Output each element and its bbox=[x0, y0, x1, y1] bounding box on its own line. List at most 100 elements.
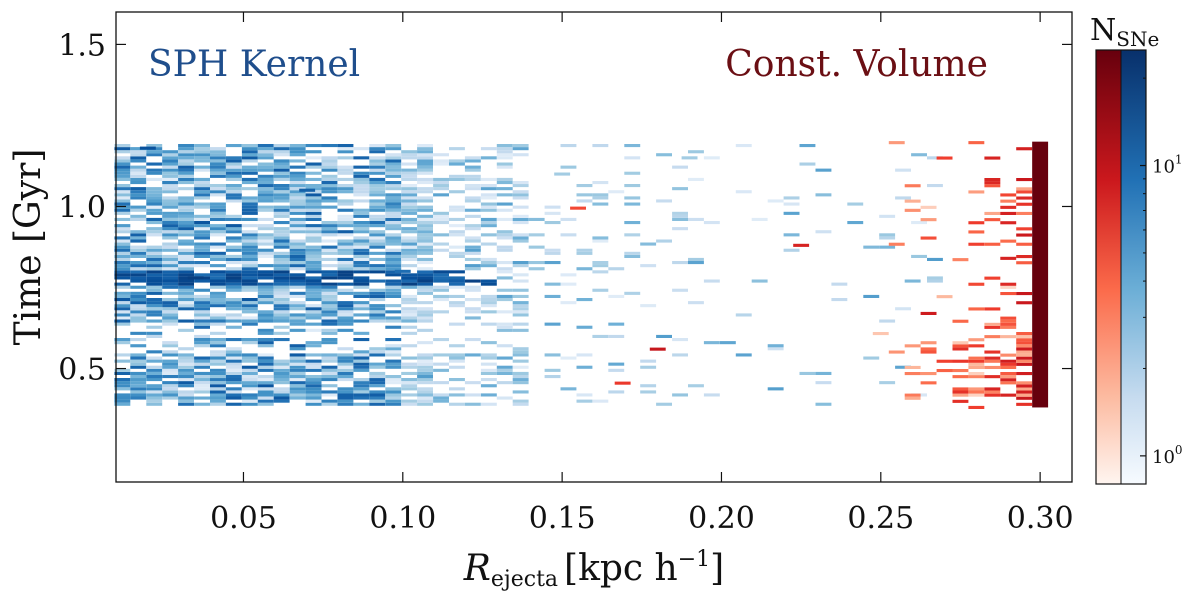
sph-cell-245 bbox=[433, 368, 449, 372]
sph-cell-702 bbox=[241, 282, 258, 286]
sph-cell-1305 bbox=[895, 196, 911, 200]
sph-cell-1463 bbox=[369, 171, 386, 175]
sph-cell-472 bbox=[369, 319, 386, 323]
sph-cell-64 bbox=[178, 393, 194, 397]
const-vol-cell-1742 bbox=[984, 276, 1001, 280]
sph-cell-282 bbox=[289, 362, 306, 366]
sph-cell-1371 bbox=[496, 187, 513, 191]
sph-cell-1084 bbox=[146, 227, 163, 231]
sph-cell-251 bbox=[146, 365, 163, 369]
sph-cell-1304 bbox=[783, 196, 800, 200]
sph-cell-1416 bbox=[194, 177, 210, 181]
sph-cell-948 bbox=[385, 248, 402, 252]
sph-cell-1629 bbox=[257, 144, 274, 148]
sph-cell-1539 bbox=[369, 159, 386, 163]
sph-cell-1353 bbox=[194, 187, 210, 191]
sph-cell-1544 bbox=[464, 159, 481, 163]
sph-cell-1449 bbox=[464, 174, 481, 178]
sph-cell-109 bbox=[146, 387, 163, 391]
sph-cell-260 bbox=[305, 365, 322, 369]
sph-cell-767 bbox=[162, 273, 179, 277]
sph-cell-11 bbox=[353, 402, 370, 406]
sph-cell-790 bbox=[225, 270, 242, 274]
sph-cell-1360 bbox=[305, 187, 322, 191]
sph-cell-1524 bbox=[433, 162, 449, 166]
const-vol-cell-1721 bbox=[984, 335, 1001, 339]
sph-cell-620 bbox=[178, 294, 194, 298]
sph-cell-1090 bbox=[257, 227, 274, 231]
sph-cell-1024 bbox=[257, 236, 274, 240]
sph-cell-716 bbox=[560, 282, 577, 286]
sph-cell-1041 bbox=[194, 233, 210, 237]
sph-cell-1015 bbox=[512, 239, 529, 243]
sph-cell-853 bbox=[194, 261, 210, 265]
const-vol-cell-1730 bbox=[952, 319, 969, 323]
sph-cell-1209 bbox=[273, 208, 290, 212]
sph-cell-83 bbox=[576, 393, 593, 397]
sph-cell-1014 bbox=[464, 239, 481, 243]
sph-cell-410 bbox=[464, 338, 481, 342]
sph-cell-1189 bbox=[178, 211, 194, 215]
const-vol-cell-1737 bbox=[1000, 292, 1017, 296]
const-vol-cell-1747 bbox=[968, 242, 985, 246]
sph-cell-1022 bbox=[225, 236, 242, 240]
sph-cell-53 bbox=[337, 396, 354, 400]
sph-cell-131 bbox=[178, 384, 194, 388]
const-vol-cell-1760 bbox=[1000, 211, 1017, 215]
sph-cell-582 bbox=[225, 301, 242, 305]
sph-cell-612 bbox=[433, 298, 449, 302]
sph-cell-843 bbox=[464, 264, 481, 268]
sph-cell-1254 bbox=[385, 202, 402, 206]
sph-cell-136 bbox=[289, 384, 306, 388]
sph-cell-1238 bbox=[417, 205, 433, 209]
const-vol-cell-1775 bbox=[984, 181, 1001, 185]
sph-cell-799 bbox=[385, 270, 402, 274]
sph-cell-364 bbox=[385, 350, 402, 354]
sph-cell-1321 bbox=[480, 193, 497, 197]
sph-cell-40 bbox=[114, 396, 131, 400]
sph-cell-977 bbox=[528, 245, 545, 249]
sph-cell-717 bbox=[831, 282, 848, 286]
sph-cell-256 bbox=[241, 365, 258, 369]
sph-cell-550 bbox=[417, 307, 433, 311]
sph-cell-36 bbox=[433, 399, 449, 403]
sph-cell-574 bbox=[640, 304, 657, 308]
x-tick-label-3: 0.20 bbox=[688, 501, 755, 536]
sph-cell-1267 bbox=[241, 199, 258, 203]
sph-cell-451 bbox=[449, 322, 465, 326]
sph-cell-1062 bbox=[114, 230, 131, 234]
sph-cell-1583 bbox=[512, 153, 529, 157]
sph-cell-533 bbox=[512, 310, 529, 314]
sph-cell-1591 bbox=[194, 150, 210, 154]
sph-cell-153 bbox=[257, 381, 274, 385]
sph-cell-1314 bbox=[289, 193, 306, 197]
sph-cell-889 bbox=[480, 257, 497, 261]
sph-cell-703 bbox=[257, 282, 274, 286]
sph-cell-1140 bbox=[911, 221, 927, 225]
sph-cell-1051 bbox=[417, 233, 433, 237]
sph-cell-1396 bbox=[162, 181, 179, 185]
sph-cell-1640 bbox=[560, 144, 577, 148]
sph-cell-1211 bbox=[305, 208, 322, 212]
sph-cell-7 bbox=[257, 402, 274, 406]
sph-cell-696 bbox=[114, 282, 131, 286]
sph-cell-732 bbox=[401, 279, 418, 283]
sph-cell-573 bbox=[512, 304, 529, 308]
sph-cell-775 bbox=[289, 273, 306, 277]
sph-cell-662 bbox=[257, 288, 274, 292]
sph-cell-491 bbox=[385, 316, 402, 320]
sph-cell-446 bbox=[241, 322, 258, 326]
sph-cell-861 bbox=[385, 261, 402, 265]
sph-cell-252 bbox=[162, 365, 179, 369]
sph-cell-738 bbox=[512, 279, 529, 283]
sph-cell-1101 bbox=[114, 224, 131, 228]
sph-cell-1522 bbox=[401, 162, 418, 166]
sph-cell-1577 bbox=[289, 153, 306, 157]
sph-cell-294 bbox=[130, 359, 147, 363]
sph-cell-743 bbox=[130, 276, 147, 280]
sph-cell-417 bbox=[130, 331, 147, 335]
sph-cell-174 bbox=[225, 378, 242, 382]
const-vol-cell-1702 bbox=[1016, 356, 1033, 360]
sph-cell-95 bbox=[273, 390, 290, 394]
sph-cell-26 bbox=[241, 399, 258, 403]
